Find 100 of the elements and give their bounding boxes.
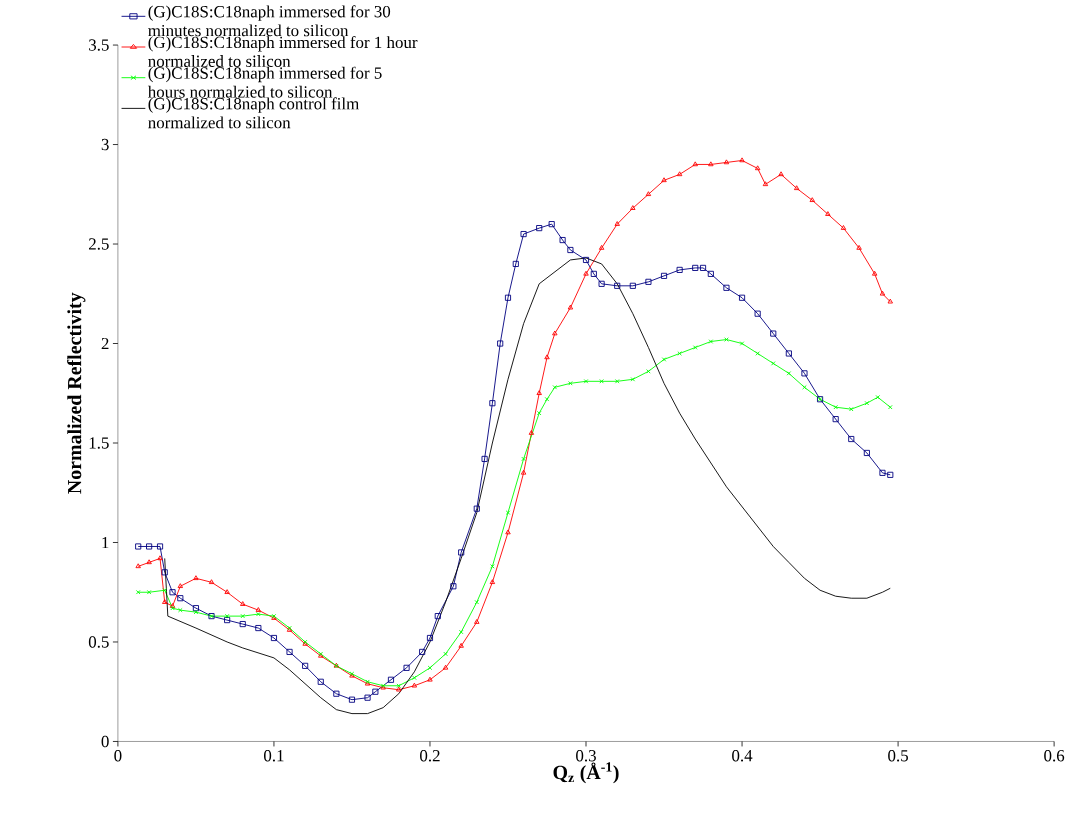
point [146, 543, 153, 550]
point [256, 611, 261, 617]
point [434, 612, 441, 619]
point [411, 682, 418, 688]
point [512, 260, 519, 267]
point [832, 415, 839, 422]
legend-label: (G)C18S:C18naph immersed for 5 hours normalzied to silicon [147, 66, 382, 98]
point [387, 676, 395, 683]
point [333, 690, 340, 697]
point [661, 356, 667, 362]
point [427, 676, 433, 682]
point [489, 579, 496, 584]
point [708, 339, 714, 344]
x-axis-title: Q$_{z}$ (Å$^{-1}$) [553, 762, 619, 784]
point [528, 429, 535, 435]
point [754, 165, 761, 170]
point [161, 569, 168, 576]
point [156, 543, 164, 550]
point [135, 543, 142, 550]
point [544, 396, 550, 402]
point [739, 294, 746, 301]
x-tick-label: 0.2 [420, 749, 440, 762]
point [552, 384, 558, 390]
y-tick-label: 2 [101, 337, 109, 349]
point [599, 378, 604, 384]
point [864, 400, 870, 406]
point [255, 606, 262, 612]
point [270, 634, 277, 641]
y-axis-title: Normalized Reflectivity [67, 292, 86, 494]
point [193, 575, 199, 580]
point [536, 410, 542, 416]
point [785, 350, 792, 357]
point [162, 587, 168, 593]
point [208, 579, 215, 584]
point [146, 589, 152, 595]
point [833, 404, 838, 410]
point [630, 376, 636, 382]
y-tick-label: 3 [101, 138, 109, 151]
point [848, 406, 854, 412]
legend-label: (G)C18S:C18naph control film normalized to silicon [148, 97, 360, 129]
point [629, 282, 636, 289]
point [630, 204, 636, 210]
point [426, 634, 434, 641]
point [224, 613, 230, 619]
point [497, 340, 504, 347]
point [567, 246, 574, 253]
point [521, 456, 526, 462]
point [458, 549, 465, 556]
y-tick-label: 2.5 [88, 238, 109, 250]
point [614, 220, 620, 226]
point [177, 594, 184, 602]
point [286, 648, 293, 655]
point [762, 181, 769, 186]
point [646, 368, 651, 374]
point [548, 220, 555, 227]
point [809, 197, 815, 202]
point [302, 662, 309, 669]
point [536, 224, 543, 231]
point [224, 616, 231, 623]
point [520, 230, 527, 237]
point [178, 607, 183, 613]
point [598, 280, 605, 287]
point [755, 350, 760, 356]
point [458, 629, 464, 635]
point [450, 583, 457, 590]
point [739, 341, 745, 346]
point [427, 665, 433, 670]
point [489, 399, 496, 407]
x-tick-label: 0.6 [1044, 749, 1065, 762]
point [840, 224, 847, 230]
point [396, 683, 402, 688]
point [419, 648, 426, 655]
point [583, 378, 589, 384]
point [364, 694, 371, 701]
point [863, 449, 870, 456]
point [598, 244, 605, 250]
y-tick-label: 1 [102, 536, 109, 548]
point [192, 604, 199, 612]
point [504, 294, 512, 301]
point [676, 266, 683, 273]
point [723, 284, 730, 291]
x-tick-label: 0.1 [264, 749, 284, 762]
legend-label: (G)C18S:C18naph immersed for 1 hour normalized to silicon [148, 35, 418, 67]
point [536, 390, 542, 395]
point [396, 686, 402, 692]
point [317, 678, 324, 685]
point [793, 185, 800, 190]
x-tick-label: 0.4 [732, 749, 753, 762]
point [177, 583, 184, 588]
y-tick-label: 0.5 [88, 636, 109, 648]
point [724, 337, 729, 342]
point [645, 191, 652, 196]
point [348, 696, 356, 703]
point [473, 505, 480, 512]
point [770, 360, 776, 366]
point [879, 290, 886, 296]
point [520, 469, 527, 475]
point [224, 589, 230, 594]
y-tick-label: 1.5 [89, 437, 109, 449]
point [505, 510, 511, 515]
